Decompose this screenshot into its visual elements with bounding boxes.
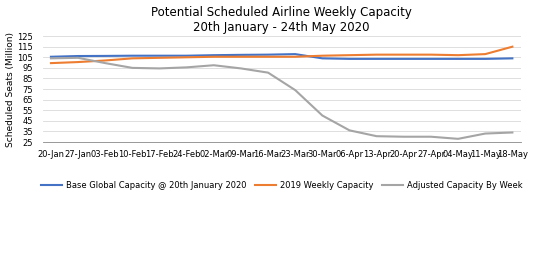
Line: Adjusted Capacity By Week: Adjusted Capacity By Week (51, 58, 512, 139)
Adjusted Capacity By Week (427, 135, 434, 138)
Base Global Capacity @ 20th January 2020 (75, 54, 82, 58)
Adjusted Capacity By Week (509, 131, 516, 134)
2019 Weekly Capacity (265, 55, 271, 59)
2019 Weekly Capacity (509, 45, 516, 48)
Adjusted Capacity By Week (48, 57, 54, 60)
Base Global Capacity @ 20th January 2020 (482, 57, 488, 60)
Adjusted Capacity By Week (210, 63, 217, 67)
Y-axis label: Scheduled Seats (Million): Scheduled Seats (Million) (6, 31, 14, 147)
2019 Weekly Capacity (427, 53, 434, 56)
2019 Weekly Capacity (156, 56, 163, 60)
Adjusted Capacity By Week (129, 66, 136, 70)
Base Global Capacity @ 20th January 2020 (509, 57, 516, 60)
Base Global Capacity @ 20th January 2020 (129, 54, 136, 57)
2019 Weekly Capacity (210, 55, 217, 59)
2019 Weekly Capacity (374, 53, 380, 56)
Adjusted Capacity By Week (292, 89, 299, 92)
2019 Weekly Capacity (455, 54, 461, 57)
Base Global Capacity @ 20th January 2020 (238, 53, 244, 57)
2019 Weekly Capacity (346, 54, 353, 57)
2019 Weekly Capacity (48, 62, 54, 65)
Base Global Capacity @ 20th January 2020 (265, 53, 271, 56)
2019 Weekly Capacity (129, 57, 136, 60)
Line: 2019 Weekly Capacity: 2019 Weekly Capacity (51, 47, 512, 63)
Adjusted Capacity By Week (374, 134, 380, 138)
2019 Weekly Capacity (102, 59, 109, 62)
Base Global Capacity @ 20th January 2020 (102, 54, 109, 58)
Base Global Capacity @ 20th January 2020 (48, 55, 54, 59)
Base Global Capacity @ 20th January 2020 (183, 54, 190, 57)
Base Global Capacity @ 20th January 2020 (427, 57, 434, 60)
Base Global Capacity @ 20th January 2020 (319, 57, 326, 60)
Adjusted Capacity By Week (156, 67, 163, 70)
Adjusted Capacity By Week (265, 71, 271, 74)
Line: Base Global Capacity @ 20th January 2020: Base Global Capacity @ 20th January 2020 (51, 54, 512, 59)
Adjusted Capacity By Week (455, 137, 461, 140)
2019 Weekly Capacity (482, 52, 488, 56)
Base Global Capacity @ 20th January 2020 (156, 54, 163, 57)
Adjusted Capacity By Week (238, 67, 244, 70)
2019 Weekly Capacity (319, 54, 326, 57)
Adjusted Capacity By Week (319, 114, 326, 117)
Base Global Capacity @ 20th January 2020 (292, 52, 299, 56)
Base Global Capacity @ 20th January 2020 (346, 57, 353, 60)
Base Global Capacity @ 20th January 2020 (455, 57, 461, 60)
Base Global Capacity @ 20th January 2020 (401, 57, 407, 60)
Legend: Base Global Capacity @ 20th January 2020, 2019 Weekly Capacity, Adjusted Capacit: Base Global Capacity @ 20th January 2020… (38, 177, 526, 193)
Adjusted Capacity By Week (102, 62, 109, 65)
2019 Weekly Capacity (238, 55, 244, 59)
Adjusted Capacity By Week (183, 66, 190, 69)
2019 Weekly Capacity (292, 55, 299, 59)
Base Global Capacity @ 20th January 2020 (210, 54, 217, 57)
2019 Weekly Capacity (75, 60, 82, 64)
Adjusted Capacity By Week (482, 132, 488, 135)
Adjusted Capacity By Week (346, 129, 353, 132)
Base Global Capacity @ 20th January 2020 (374, 57, 380, 60)
2019 Weekly Capacity (401, 53, 407, 56)
Adjusted Capacity By Week (401, 135, 407, 138)
Adjusted Capacity By Week (75, 56, 82, 60)
2019 Weekly Capacity (183, 56, 190, 59)
Title: Potential Scheduled Airline Weekly Capacity
20th January - 24th May 2020: Potential Scheduled Airline Weekly Capac… (151, 6, 412, 34)
